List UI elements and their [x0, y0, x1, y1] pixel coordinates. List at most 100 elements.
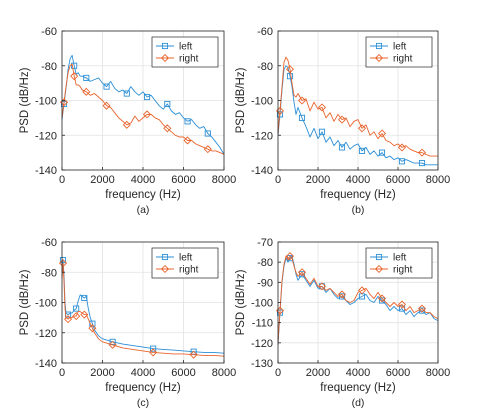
- legend-label-right: right: [179, 54, 199, 65]
- marker-right: [163, 124, 172, 133]
- legend-marker-square: [161, 42, 169, 50]
- y-tick-label: -110: [252, 318, 273, 330]
- legend-marker-diamond: [374, 53, 384, 63]
- x-axis-label: frequency (Hz): [320, 382, 396, 394]
- marker-right: [397, 143, 407, 152]
- marker-left: [398, 158, 406, 165]
- marker-right: [417, 148, 427, 157]
- series-line-right: [61, 262, 225, 357]
- legend-box: [151, 247, 219, 279]
- legend-box: [365, 247, 433, 279]
- marker-right: [297, 96, 307, 105]
- y-tick-label: -80: [257, 61, 273, 73]
- x-tick-label: 6000: [171, 367, 195, 379]
- legend-box: [365, 36, 433, 68]
- x-tick-label: 2000: [306, 174, 330, 186]
- x-tick-label: 0: [275, 367, 281, 379]
- marker-left: [184, 118, 191, 125]
- marker-left: [338, 293, 346, 300]
- panel-caption: (b): [352, 204, 365, 216]
- x-tick-label: 0: [59, 367, 65, 379]
- marker-right: [297, 268, 307, 277]
- marker-right: [143, 110, 152, 119]
- x-axis-label: frequency (Hz): [105, 382, 181, 394]
- marker-right: [337, 290, 347, 299]
- series-line-left: [61, 259, 225, 354]
- series-line-left: [277, 65, 438, 166]
- y-tick-label: -120: [35, 328, 57, 340]
- marker-right: [357, 124, 367, 133]
- marker-right: [80, 310, 89, 319]
- marker-right: [88, 324, 97, 333]
- y-tick-label: -100: [35, 298, 57, 310]
- marker-left: [378, 149, 386, 156]
- y-tick-label: -80: [257, 257, 273, 269]
- y-tick-label: -140: [251, 165, 273, 177]
- x-tick-label: 8000: [212, 367, 236, 379]
- marker-right: [417, 304, 427, 313]
- chart-panel-a: 0 2000 4000 6000 8000 -140 -120 -100 -80 -60 frequ…: [19, 26, 236, 216]
- marker-right: [317, 282, 327, 291]
- marker-left: [338, 144, 346, 151]
- chart-panel-c: 0 2000 4000 6000 8000 -140 -120 -100 -80 -60 frequ…: [19, 237, 236, 408]
- legend-marker-diamond: [160, 53, 170, 63]
- panel-caption: (d): [352, 397, 365, 408]
- y-tick-label: -100: [35, 96, 57, 108]
- marker-right: [70, 72, 79, 81]
- marker-right: [397, 300, 407, 309]
- legend-marker-square: [375, 42, 383, 50]
- marker-left: [143, 93, 151, 101]
- y-tick-label: -80: [41, 61, 57, 73]
- marker-right: [149, 348, 158, 357]
- y-tick-label: -80: [41, 267, 57, 279]
- x-tick-label: 6000: [386, 174, 410, 186]
- marker-right: [377, 294, 387, 303]
- marker-left: [358, 147, 366, 154]
- marker-left: [418, 159, 426, 167]
- marker-left: [164, 100, 171, 108]
- y-tick-label: -140: [35, 358, 57, 370]
- marker-left: [204, 130, 211, 137]
- legend-label-right: right: [393, 54, 413, 65]
- panel-caption: (a): [137, 204, 150, 216]
- legend-marker-diamond: [374, 264, 384, 274]
- y-tick-label: -140: [35, 165, 57, 177]
- marker-left: [109, 338, 116, 345]
- x-tick-label: 8000: [212, 174, 236, 186]
- x-axis-label: frequency (Hz): [320, 189, 396, 201]
- x-tick-label: 4000: [131, 367, 155, 379]
- y-tick-label: -100: [251, 96, 273, 108]
- marker-right: [64, 315, 73, 324]
- series-line-right: [61, 63, 225, 155]
- y-tick-label: -70: [257, 237, 273, 249]
- marker-left: [83, 74, 90, 81]
- marker-right: [317, 103, 327, 112]
- legend-label-right: right: [393, 265, 413, 276]
- x-axis-label: frequency (Hz): [105, 189, 181, 201]
- marker-right: [285, 252, 295, 261]
- marker-left: [123, 90, 130, 97]
- marker-right: [58, 259, 68, 268]
- y-tick-label: -130: [251, 358, 273, 370]
- y-axis-label: PSD (dB/Hz): [19, 67, 31, 133]
- series-line-left: [61, 54, 225, 155]
- x-tick-label: 4000: [346, 174, 370, 186]
- marker-right: [203, 145, 212, 154]
- y-tick-label: -60: [41, 26, 57, 38]
- marker-right: [102, 101, 111, 110]
- y-tick-label: -120: [251, 338, 273, 350]
- y-axis-label: PSD (dB/Hz): [235, 269, 247, 335]
- y-tick-label: -120: [35, 130, 57, 142]
- x-tick-label: 2000: [306, 367, 330, 379]
- legend-marker-square: [375, 253, 383, 261]
- legend-box: [151, 36, 219, 68]
- x-tick-label: 8000: [426, 174, 450, 186]
- series-line-right: [277, 255, 439, 343]
- y-tick-label: -90: [257, 277, 273, 289]
- marker-right: [285, 65, 295, 74]
- chart-panel-d: 0 2000 4000 6000 8000 -130 -120 -110 -100 -90 -80 -…: [235, 237, 450, 408]
